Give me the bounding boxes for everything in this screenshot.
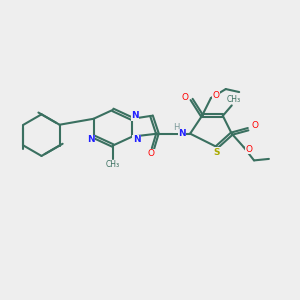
Text: H: H (174, 123, 180, 132)
Text: N: N (131, 111, 139, 120)
Text: O: O (182, 93, 189, 102)
Text: CH₃: CH₃ (227, 95, 241, 104)
Text: N: N (133, 135, 140, 144)
Text: O: O (148, 149, 155, 158)
Text: O: O (212, 92, 219, 100)
Text: S: S (214, 148, 220, 157)
Text: CH₃: CH₃ (106, 160, 120, 169)
Text: O: O (245, 145, 253, 154)
Text: N: N (87, 135, 94, 144)
Text: O: O (251, 121, 258, 130)
Text: N: N (178, 129, 186, 138)
